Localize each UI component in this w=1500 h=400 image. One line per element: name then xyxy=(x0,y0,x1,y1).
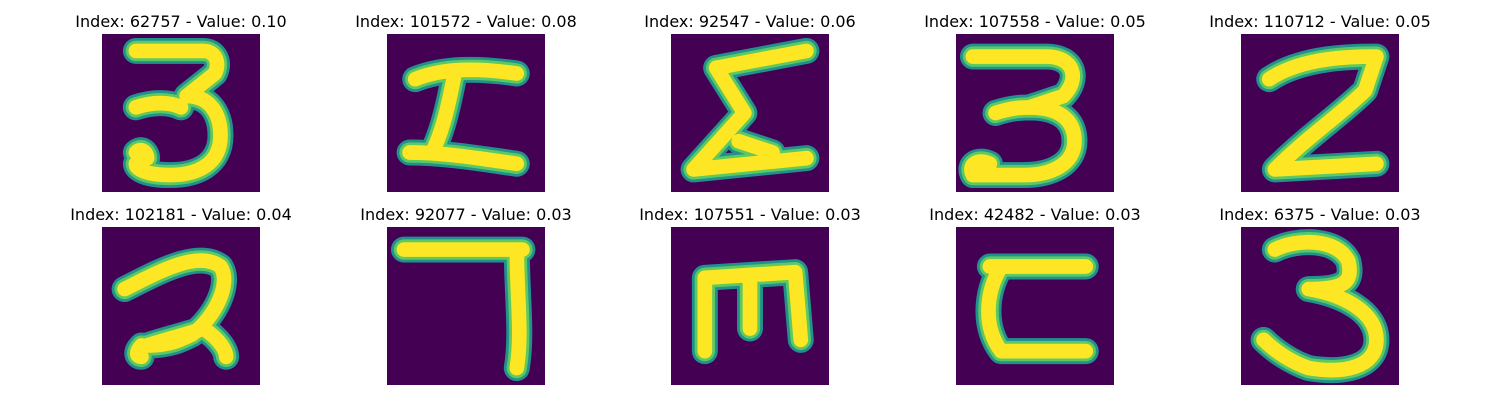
glyph-image-7 xyxy=(387,227,545,385)
panel-title: Index: 107558 - Value: 0.05 xyxy=(924,12,1146,31)
panel-2: Index: 101572 - Value: 0.08 xyxy=(355,12,577,202)
glyph-image-3 xyxy=(956,34,1114,192)
panel-4: Index: 107558 - Value: 0.05 xyxy=(924,12,1146,202)
panel-10: Index: 6375 - Value: 0.03 xyxy=(1219,205,1421,395)
panel-5: Index: 110712 - Value: 0.05 xyxy=(1209,12,1431,202)
panel-title: Index: 6375 - Value: 0.03 xyxy=(1219,205,1421,224)
panel-6: Index: 102181 - Value: 0.04 xyxy=(70,205,292,395)
panel-title: Index: 107551 - Value: 0.03 xyxy=(639,205,861,224)
panel-7: Index: 92077 - Value: 0.03 xyxy=(360,205,572,395)
panel-title: Index: 42482 - Value: 0.03 xyxy=(929,205,1141,224)
panel-title: Index: 62757 - Value: 0.10 xyxy=(75,12,287,31)
panel-title: Index: 110712 - Value: 0.05 xyxy=(1209,12,1431,31)
panel-9: Index: 42482 - Value: 0.03 xyxy=(929,205,1141,395)
glyph-image-m xyxy=(671,227,829,385)
glyph-image-I xyxy=(387,34,545,192)
glyph-image-sigma xyxy=(671,34,829,192)
panel-title: Index: 92547 - Value: 0.06 xyxy=(644,12,856,31)
panel-title: Index: 102181 - Value: 0.04 xyxy=(70,205,292,224)
panel-8: Index: 107551 - Value: 0.03 xyxy=(639,205,861,395)
panel-title: Index: 101572 - Value: 0.08 xyxy=(355,12,577,31)
panel-3: Index: 92547 - Value: 0.06 xyxy=(644,12,856,202)
glyph-image-3 xyxy=(102,34,260,192)
panel-1: Index: 62757 - Value: 0.10 xyxy=(75,12,287,202)
glyph-image-3 xyxy=(1241,227,1399,385)
glyph-image-2 xyxy=(1241,34,1399,192)
panel-title: Index: 92077 - Value: 0.03 xyxy=(360,205,572,224)
glyph-image-2 xyxy=(102,227,260,385)
glyph-image-c xyxy=(956,227,1114,385)
